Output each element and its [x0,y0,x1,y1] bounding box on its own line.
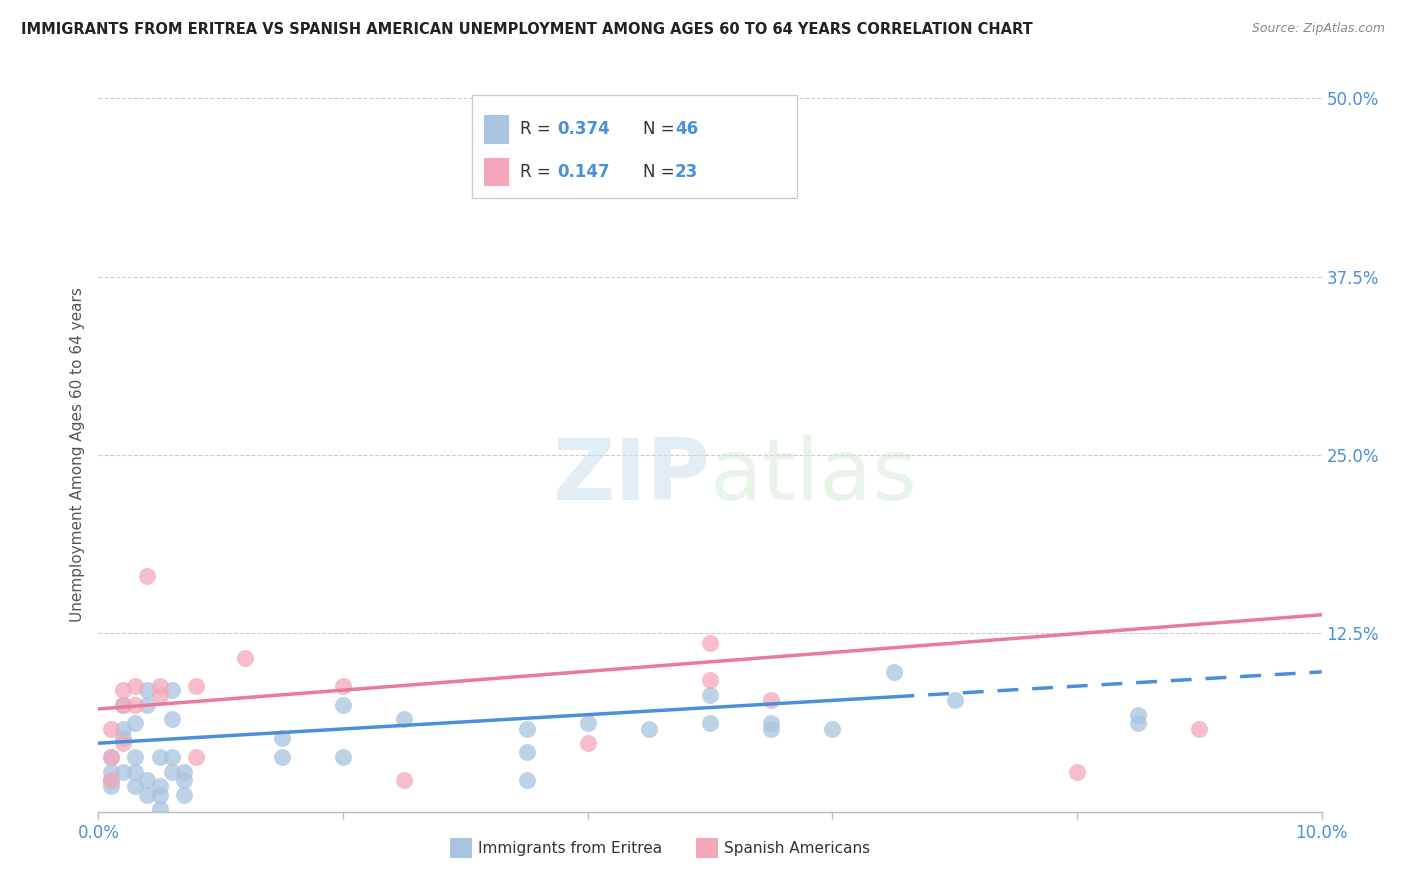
Text: ZIP: ZIP [553,434,710,518]
Point [149,802,172,816]
Y-axis label: Unemployment Among Ages 60 to 64 years: Unemployment Among Ages 60 to 64 years [69,287,84,623]
Point [516,745,538,759]
Point [124,716,146,731]
Point [186,679,208,693]
Point [124,764,146,779]
Point [759,169,782,184]
Point [699,688,721,702]
Text: 46: 46 [675,120,697,138]
Text: 0.147: 0.147 [557,163,609,181]
Point [1188,722,1211,736]
Point [136,773,159,788]
Text: Spanish Americans: Spanish Americans [724,841,870,855]
Point [1128,716,1150,731]
Text: Immigrants from Eritrea: Immigrants from Eritrea [478,841,662,855]
Point [111,722,134,736]
Point [821,722,844,736]
Point [124,698,146,712]
Point [100,750,122,764]
Point [392,773,416,788]
Point [124,750,146,764]
Point [1066,764,1088,779]
Point [111,683,134,698]
Point [883,665,905,679]
Point [100,722,122,736]
Point [173,788,195,802]
Point [100,750,122,764]
Text: Source: ZipAtlas.com: Source: ZipAtlas.com [1251,22,1385,36]
Text: IMMIGRANTS FROM ERITREA VS SPANISH AMERICAN UNEMPLOYMENT AMONG AGES 60 TO 64 YEA: IMMIGRANTS FROM ERITREA VS SPANISH AMERI… [21,22,1033,37]
Point [1128,707,1150,722]
Point [136,698,159,712]
Point [160,712,183,726]
Point [516,722,538,736]
Point [149,788,172,802]
Point [392,712,416,726]
Point [111,698,134,712]
Point [160,764,183,779]
Point [270,731,292,745]
Point [759,693,782,707]
Point [100,773,122,788]
Point [136,569,159,583]
Point [149,679,172,693]
Point [637,722,661,736]
Text: N =: N = [643,163,679,181]
Text: 23: 23 [675,163,699,181]
Point [576,716,599,731]
Point [759,716,782,731]
Point [149,688,172,702]
Text: atlas: atlas [710,434,918,518]
Point [332,679,354,693]
Point [233,650,256,665]
Point [124,779,146,793]
Point [699,636,721,650]
Text: R =: R = [520,120,557,138]
Point [111,764,134,779]
Point [332,750,354,764]
Point [160,683,183,698]
Point [136,683,159,698]
Point [100,764,122,779]
Point [124,679,146,693]
Point [149,779,172,793]
Point [270,750,292,764]
Point [943,693,966,707]
Point [173,764,195,779]
Point [149,750,172,764]
Point [173,773,195,788]
Point [699,673,721,688]
Point [516,773,538,788]
Point [136,788,159,802]
Point [332,698,354,712]
Point [100,779,122,793]
Text: 0.374: 0.374 [557,120,610,138]
Text: R =: R = [520,163,557,181]
Text: N =: N = [643,120,679,138]
Point [186,750,208,764]
Point [100,773,122,788]
Point [160,750,183,764]
Point [759,722,782,736]
Point [576,736,599,750]
Point [111,698,134,712]
Point [699,716,721,731]
Point [111,736,134,750]
Point [111,731,134,745]
